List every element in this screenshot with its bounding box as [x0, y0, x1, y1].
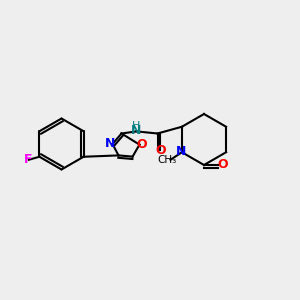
Text: O: O — [217, 158, 228, 172]
Text: N: N — [176, 145, 187, 158]
Text: O: O — [136, 138, 147, 151]
Text: N: N — [105, 137, 115, 150]
Text: O: O — [156, 143, 167, 157]
Text: F: F — [24, 153, 33, 166]
Text: CH₃: CH₃ — [157, 155, 176, 165]
Text: H: H — [132, 121, 141, 131]
Text: N: N — [131, 124, 141, 137]
